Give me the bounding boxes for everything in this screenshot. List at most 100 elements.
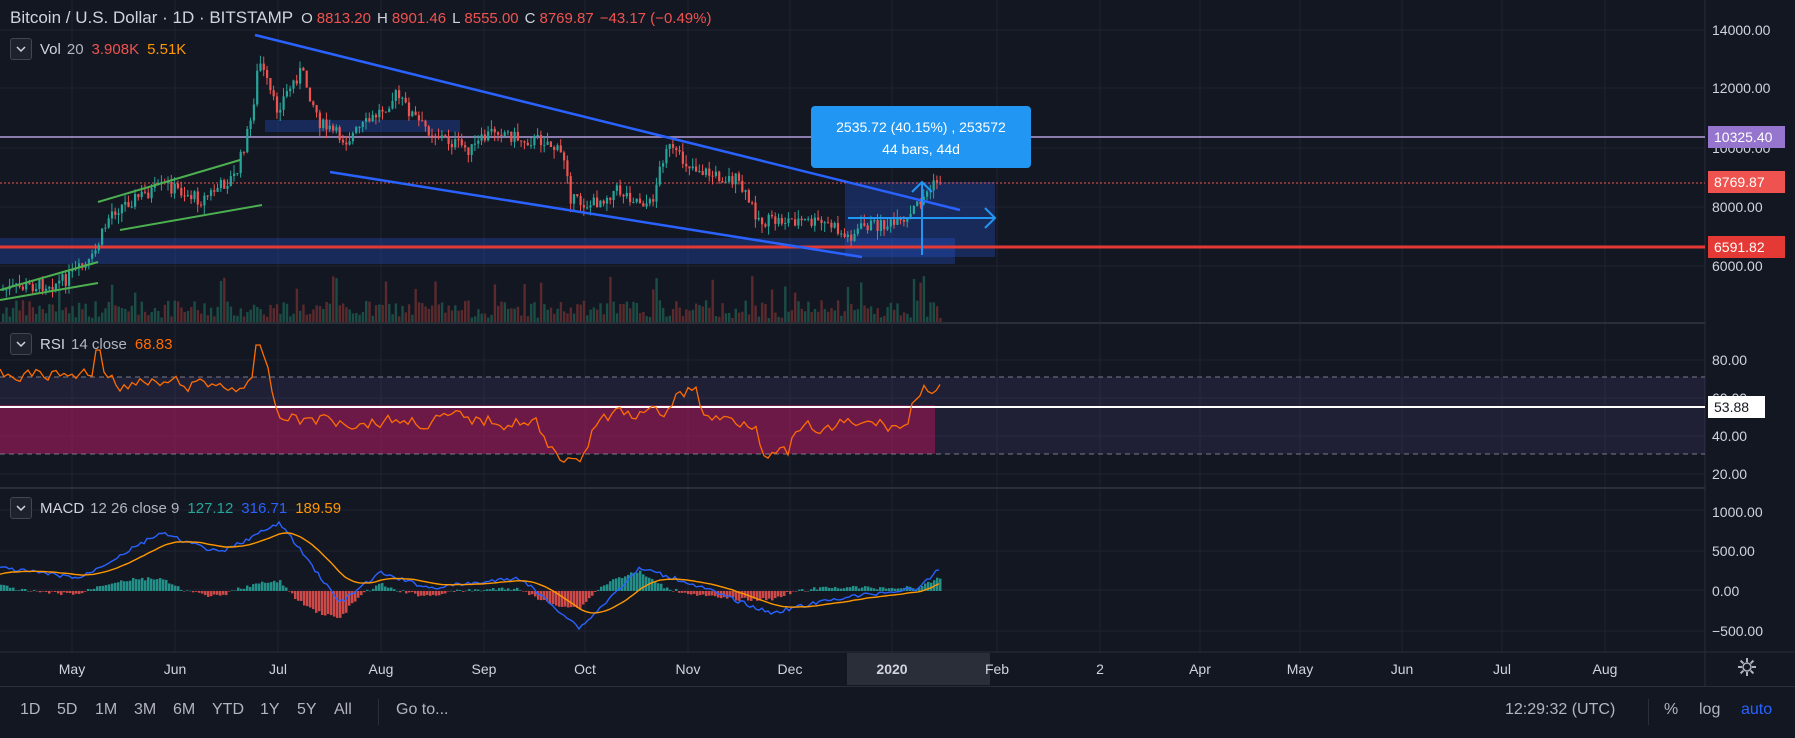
- volume-bar: [754, 305, 757, 322]
- volume-bar: [289, 316, 292, 322]
- price-pane[interactable]: [0, 33, 1705, 322]
- rsi-marker-tag[interactable]: 53.88: [1708, 396, 1765, 418]
- macd-histogram-bar: [336, 591, 339, 618]
- price-axis-tick: 6000.00: [1712, 258, 1763, 274]
- volume-bar: [632, 301, 635, 322]
- upper-trendline[interactable]: [254, 33, 961, 212]
- volume-bar: [780, 317, 784, 322]
- macd-histogram-bar: [663, 588, 666, 591]
- collapse-rsi-button[interactable]: [10, 333, 32, 355]
- measure-arrows[interactable]: [848, 180, 997, 255]
- green-channel-lower-3[interactable]: [0, 282, 99, 301]
- macd-histogram-bar: [810, 589, 813, 591]
- range-1y-button[interactable]: 1Y: [260, 701, 280, 718]
- macd-histogram-bar: [642, 574, 645, 591]
- volume-bar: [282, 302, 285, 322]
- range-6m-button[interactable]: 6M: [173, 701, 196, 718]
- macd-histogram-bar: [339, 591, 342, 618]
- candle-body: [464, 145, 467, 148]
- macd-hist-value: 127.12: [187, 499, 234, 517]
- volume-bar: [101, 312, 104, 322]
- macd-pane[interactable]: [0, 520, 942, 631]
- volume-bar: [318, 306, 322, 322]
- macd-histogram-bar: [324, 591, 327, 616]
- macd-histogram-bar: [234, 590, 237, 592]
- macd-histogram-bar: [141, 577, 144, 591]
- candle-body: [833, 223, 836, 228]
- candle-body: [48, 286, 51, 289]
- volume-bar: [803, 311, 807, 322]
- range-5y-button[interactable]: 5Y: [297, 701, 317, 718]
- percent-scale-toggle[interactable]: %: [1664, 701, 1679, 718]
- green-channel-lower-2[interactable]: [0, 261, 99, 291]
- candle-body: [28, 282, 31, 285]
- candle-body: [114, 211, 117, 215]
- range-1d-button[interactable]: 1D: [20, 701, 41, 718]
- range-3m-button[interactable]: 3M: [134, 701, 157, 718]
- macd-histogram-bar: [918, 587, 921, 591]
- settings-gear-icon[interactable]: [1736, 656, 1758, 678]
- horizontal-line-price-tag[interactable]: 10325.40: [1708, 126, 1785, 148]
- candle-body: [417, 115, 420, 121]
- macd-histogram-bar: [237, 587, 240, 591]
- time-axis-highlight: [847, 653, 990, 685]
- volume-bar: [549, 307, 553, 322]
- candle-body: [391, 100, 394, 109]
- macd-histogram-bar: [522, 591, 525, 592]
- candle-body: [394, 90, 397, 101]
- candle-body: [632, 202, 635, 204]
- green-channel-upper[interactable]: [97, 159, 241, 203]
- auto-scale-toggle[interactable]: auto: [1741, 701, 1773, 718]
- rsi-pane[interactable]: [0, 344, 1705, 464]
- volume-bar: [361, 312, 365, 322]
- rsi-axis-tick: 20.00: [1712, 466, 1747, 482]
- utc-clock[interactable]: 12:29:32 (UTC): [1505, 701, 1616, 718]
- candle-body: [899, 218, 902, 221]
- candle-body: [110, 211, 114, 219]
- measure-zone[interactable]: [845, 182, 995, 257]
- candle-body: [701, 171, 704, 175]
- volume-bar: [820, 300, 823, 322]
- candle-body: [546, 141, 549, 145]
- macd-histogram-bar: [33, 590, 36, 591]
- macd-histogram-bar: [519, 590, 522, 591]
- symbol-title[interactable]: Bitcoin / U.S. Dollar · 1D · BITSTAMP: [10, 8, 294, 27]
- support-zone[interactable]: [0, 238, 955, 264]
- range-all-button[interactable]: All: [334, 701, 352, 718]
- volume-bar: [665, 316, 668, 322]
- macd-histogram-bar: [780, 591, 783, 598]
- macd-histogram-bar: [600, 586, 603, 591]
- volume-bar: [642, 311, 645, 322]
- candle-body: [655, 184, 658, 202]
- candle-body: [427, 126, 430, 136]
- macd-histogram-bar: [861, 587, 864, 591]
- candle-body: [15, 283, 18, 285]
- macd-histogram-bar: [108, 584, 111, 591]
- volume-bar: [836, 300, 840, 322]
- green-channel-lower[interactable]: [119, 204, 263, 231]
- macd-histogram-bar: [450, 590, 453, 592]
- goto-date-button[interactable]: Go to...: [396, 701, 449, 718]
- volume-bar: [929, 302, 932, 322]
- collapse-volume-button[interactable]: [10, 38, 32, 60]
- rsi-name: RSI: [40, 335, 66, 353]
- volume-bar: [308, 313, 312, 322]
- time-axis-label: May: [59, 661, 85, 677]
- candle-body: [64, 274, 67, 286]
- support-price-tag[interactable]: 6591.82: [1708, 236, 1785, 258]
- macd-histogram-bar: [135, 579, 138, 591]
- range-ytd-button[interactable]: YTD: [212, 701, 244, 718]
- range-1m-button[interactable]: 1M: [95, 701, 118, 718]
- log-scale-toggle[interactable]: log: [1699, 701, 1721, 718]
- range-5d-button[interactable]: 5D: [57, 701, 78, 718]
- lower-trendline[interactable]: [329, 170, 863, 259]
- collapse-macd-button[interactable]: [10, 497, 32, 519]
- rsi-value: 68.83: [134, 335, 173, 353]
- volume-bar: [480, 313, 483, 322]
- rsi-param: 14 close: [71, 335, 127, 353]
- volume-bar: [513, 308, 516, 322]
- candle-body: [411, 111, 414, 117]
- macd-histogram-bar: [852, 585, 855, 591]
- candle-body: [365, 118, 368, 122]
